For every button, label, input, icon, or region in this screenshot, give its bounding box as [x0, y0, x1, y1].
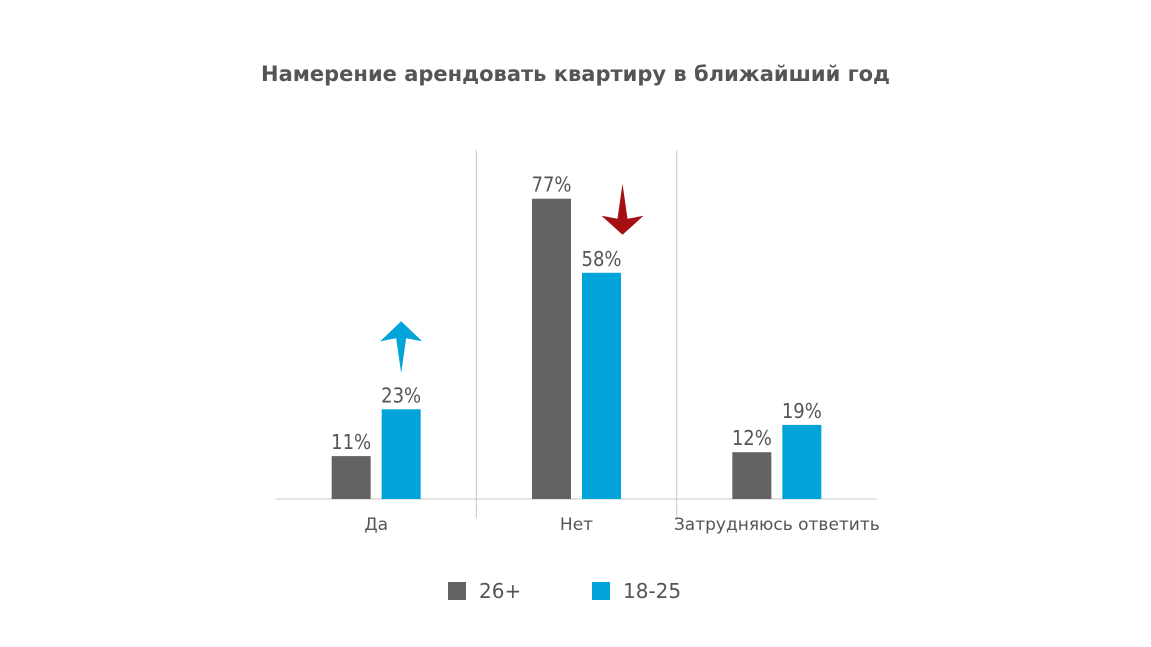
data-label: 19%	[782, 399, 822, 423]
data-label: 58%	[582, 247, 622, 271]
legend-swatch-18-25	[592, 582, 610, 600]
bar-18-25-2	[782, 424, 822, 499]
bar-26--2	[732, 452, 772, 499]
bar-26--1	[532, 198, 571, 499]
data-label: 77%	[532, 173, 572, 197]
data-label: 11%	[331, 430, 371, 454]
category-label: Нет	[560, 515, 593, 535]
arrow-down-icon	[601, 183, 644, 235]
legend-swatch-26-	[448, 582, 466, 600]
bar-18-25-1	[582, 272, 621, 499]
data-label: 23%	[381, 383, 421, 407]
legend-label: 26+	[479, 579, 521, 603]
data-label: 12%	[732, 426, 772, 450]
bar-26--0	[331, 456, 371, 499]
bar-18-25-0	[381, 409, 421, 499]
category-label: Затрудняюсь ответить	[674, 515, 880, 535]
arrow-up-icon	[380, 321, 423, 374]
chart-title: Намерение арендовать квартиру в ближайши…	[261, 62, 890, 86]
category-label: Да	[364, 515, 388, 535]
legend-label: 18-25	[623, 579, 681, 603]
